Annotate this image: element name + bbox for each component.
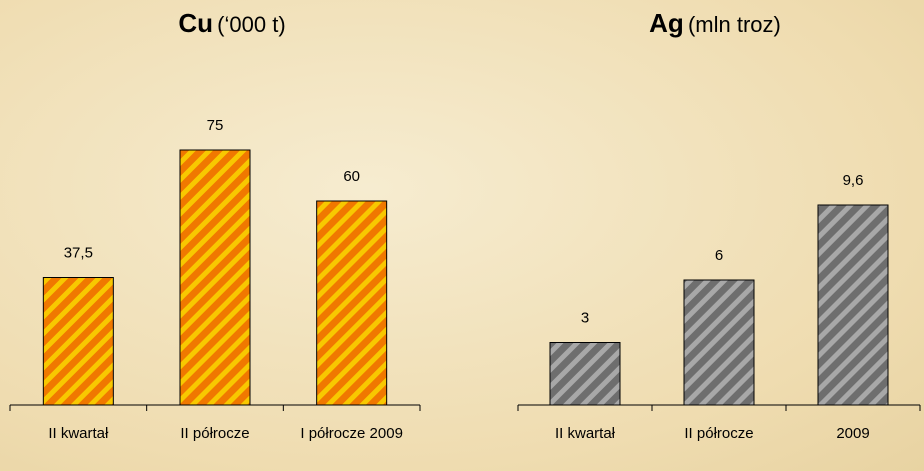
bar xyxy=(817,204,889,406)
x-tick-label: II kwartał xyxy=(554,425,615,442)
value-label: 6 xyxy=(715,247,723,264)
title: Ag xyxy=(649,8,684,38)
value-label: 75 xyxy=(207,117,224,134)
value-label: 3 xyxy=(581,310,589,327)
value-label: 60 xyxy=(343,168,360,185)
x-tick-label: II kwartał xyxy=(48,425,109,442)
x-tick-label: II półrocze xyxy=(684,425,754,442)
bar xyxy=(179,149,251,406)
bar xyxy=(683,279,755,406)
bar xyxy=(549,342,621,406)
chart-title: Cu (‘000 t) xyxy=(178,8,285,38)
title: Cu xyxy=(178,8,213,38)
value-label: 9,6 xyxy=(843,172,864,189)
bar xyxy=(42,277,114,406)
unit: (mln troz) xyxy=(688,12,781,37)
chart-title: Ag (mln troz) xyxy=(649,8,781,38)
x-tick-label: I półrocze 2009 xyxy=(300,425,403,442)
bar xyxy=(316,200,388,406)
x-tick-label: II półrocze xyxy=(180,425,250,442)
value-label: 37,5 xyxy=(64,245,93,262)
x-tick-label: 2009 xyxy=(836,425,870,442)
unit: (‘000 t) xyxy=(217,12,285,37)
